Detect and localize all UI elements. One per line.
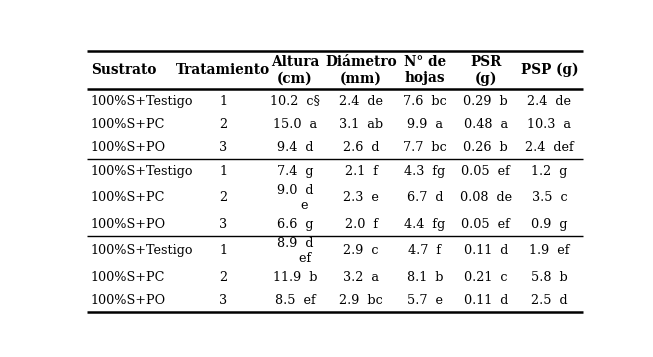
Text: 2: 2 [219,118,227,131]
Text: 100%S+Testigo: 100%S+Testigo [91,244,193,257]
Text: 7.4  g: 7.4 g [277,165,313,177]
Text: 8.5  ef: 8.5 ef [274,294,315,307]
Text: 4.4  fg: 4.4 fg [404,218,445,231]
Text: 0.05  ef: 0.05 ef [462,165,510,177]
Text: 2.1  f: 2.1 f [345,165,377,177]
Text: 2.4  def: 2.4 def [525,141,574,154]
Text: 2: 2 [219,271,227,284]
Text: 100%S+Testigo: 100%S+Testigo [91,95,193,107]
Text: 3: 3 [219,141,227,154]
Text: 2: 2 [219,191,227,204]
Text: 0.11  d: 0.11 d [464,294,508,307]
Text: 0.9  g: 0.9 g [532,218,567,231]
Text: 4.3  fg: 4.3 fg [404,165,445,177]
Text: 10.2  c§: 10.2 c§ [270,95,320,107]
Text: 100%S+PC: 100%S+PC [91,271,165,284]
Text: 2.9  c: 2.9 c [343,244,379,257]
Text: 0.05  ef: 0.05 ef [462,218,510,231]
Text: 9.0  d
     e: 9.0 d e [277,183,313,212]
Text: 5.7  e: 5.7 e [407,294,443,307]
Text: 0.11  d: 0.11 d [464,244,508,257]
Text: 2.6  d: 2.6 d [343,141,379,154]
Text: 100%S+PC: 100%S+PC [91,191,165,204]
Text: 1: 1 [219,165,227,177]
Text: 8.1  b: 8.1 b [407,271,443,284]
Text: 6.7  d: 6.7 d [407,191,443,204]
Text: 10.3  a: 10.3 a [528,118,571,131]
Text: 100%S+PO: 100%S+PO [91,141,166,154]
Text: 1: 1 [219,95,227,107]
Text: 3.2  a: 3.2 a [343,271,379,284]
Text: Altura
(cm): Altura (cm) [271,55,319,85]
Text: 2.4  de: 2.4 de [339,95,383,107]
Text: N° de
hojas: N° de hojas [404,55,446,85]
Text: 3: 3 [219,294,227,307]
Text: 4.7  f: 4.7 f [408,244,441,257]
Text: 2.0  f: 2.0 f [345,218,377,231]
Text: 3: 3 [219,218,227,231]
Text: 3.1  ab: 3.1 ab [339,118,383,131]
Text: 2.4  de: 2.4 de [528,95,571,107]
Text: 1.9  ef: 1.9 ef [529,244,569,257]
Text: 0.08  de: 0.08 de [460,191,512,204]
Text: 0.48  a: 0.48 a [464,118,508,131]
Text: 9.9  a: 9.9 a [407,118,443,131]
Text: Sustrato: Sustrato [91,63,156,77]
Text: 15.0  a: 15.0 a [273,118,317,131]
Text: 6.6  g: 6.6 g [277,218,313,231]
Text: 3.5  c: 3.5 c [532,191,567,204]
Text: 1: 1 [219,244,227,257]
Text: 0.26  b: 0.26 b [464,141,508,154]
Text: 0.29  b: 0.29 b [464,95,508,107]
Text: 5.8  b: 5.8 b [531,271,568,284]
Text: 9.4  d: 9.4 d [277,141,313,154]
Text: 100%S+Testigo: 100%S+Testigo [91,165,193,177]
Text: PSP (g): PSP (g) [520,63,579,77]
Text: 100%S+PC: 100%S+PC [91,118,165,131]
Text: 100%S+PO: 100%S+PO [91,294,166,307]
Text: Tratamiento: Tratamiento [176,63,270,77]
Text: 7.6  bc: 7.6 bc [403,95,447,107]
Text: 2.3  e: 2.3 e [343,191,379,204]
Text: 2.9  bc: 2.9 bc [340,294,383,307]
Text: 11.9  b: 11.9 b [273,271,317,284]
Text: Diámetro
(mm): Diámetro (mm) [325,55,397,85]
Text: PSR
(g): PSR (g) [470,55,502,86]
Text: 2.5  d: 2.5 d [531,294,568,307]
Text: 0.21  c: 0.21 c [464,271,507,284]
Text: 8.9  d
     ef: 8.9 d ef [277,237,313,265]
Text: 7.7  bc: 7.7 bc [403,141,447,154]
Text: 1.2  g: 1.2 g [532,165,567,177]
Text: 100%S+PO: 100%S+PO [91,218,166,231]
